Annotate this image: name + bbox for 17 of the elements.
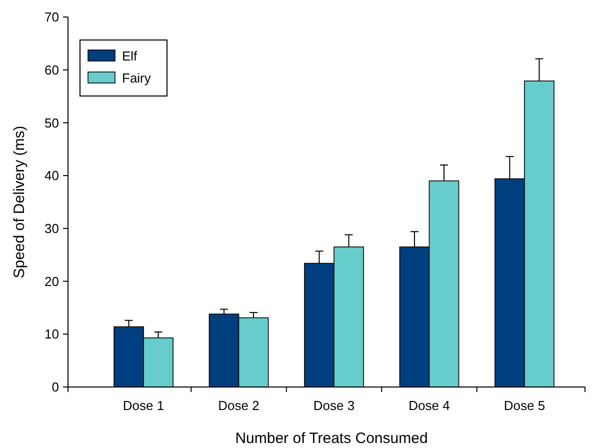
y-tick-label: 10 bbox=[44, 326, 59, 342]
y-tick-label: 60 bbox=[44, 62, 59, 78]
legend-label: Fairy bbox=[122, 70, 152, 86]
x-tick-label: Dose 1 bbox=[122, 398, 164, 413]
y-tick-label: 30 bbox=[44, 220, 59, 236]
y-tick-label: 0 bbox=[52, 380, 59, 395]
y-tick-label: 50 bbox=[44, 115, 59, 130]
y-tick-label: 20 bbox=[44, 274, 59, 289]
x-tick-label: Dose 2 bbox=[218, 398, 260, 413]
y-axis-title: Speed of Delivery (ms) bbox=[11, 126, 28, 278]
x-tick-label: Dose 5 bbox=[504, 398, 546, 413]
x-tick-label: Dose 4 bbox=[408, 398, 450, 413]
y-tick-label: 70 bbox=[44, 10, 59, 25]
x-axis-title: Number of Treats Consumed bbox=[235, 430, 428, 447]
legend-label: Elf bbox=[122, 48, 138, 64]
y-tick-label: 40 bbox=[44, 168, 59, 184]
x-tick-label: Dose 3 bbox=[313, 398, 355, 413]
